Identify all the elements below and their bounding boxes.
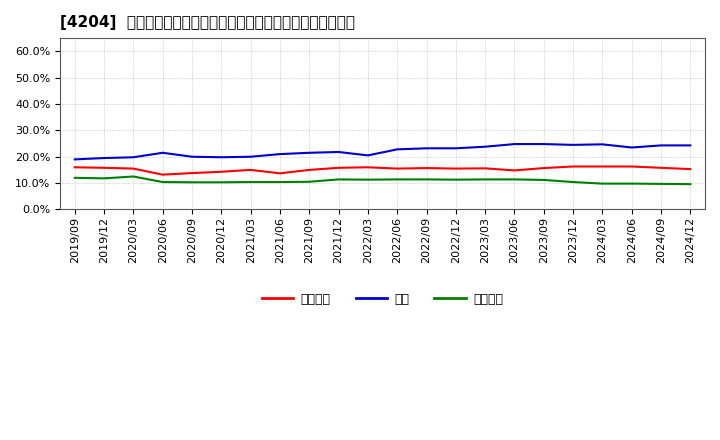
在庫 <box>422 146 431 151</box>
売上債権 <box>246 167 255 172</box>
在庫 <box>481 144 490 149</box>
買入債務 <box>246 180 255 185</box>
売上債権 <box>334 165 343 170</box>
売上債権 <box>657 165 665 170</box>
買入債務 <box>598 181 607 186</box>
在庫 <box>100 155 109 161</box>
買入債務 <box>481 177 490 182</box>
Line: 売上債権: 売上債権 <box>75 166 690 175</box>
在庫 <box>334 149 343 154</box>
在庫 <box>598 142 607 147</box>
在庫 <box>246 154 255 159</box>
買入債務 <box>334 177 343 182</box>
買入債務 <box>422 177 431 182</box>
買入債務 <box>657 181 665 187</box>
売上債権 <box>422 165 431 171</box>
買入債務 <box>627 181 636 186</box>
売上債権 <box>451 166 460 171</box>
売上債権 <box>364 165 372 170</box>
売上債権 <box>158 172 167 177</box>
売上債権 <box>393 166 402 171</box>
買入債務 <box>569 180 577 185</box>
在庫 <box>217 154 225 160</box>
売上債権 <box>71 165 79 170</box>
売上債権 <box>129 166 138 171</box>
売上債権 <box>217 169 225 174</box>
Line: 買入債務: 買入債務 <box>75 176 690 184</box>
売上債権 <box>569 164 577 169</box>
在庫 <box>686 143 695 148</box>
在庫 <box>129 154 138 160</box>
買入債務 <box>393 177 402 182</box>
在庫 <box>539 141 548 147</box>
買入債務 <box>539 177 548 183</box>
買入債務 <box>100 176 109 181</box>
在庫 <box>305 150 314 155</box>
買入債務 <box>451 177 460 182</box>
在庫 <box>627 145 636 150</box>
売上債権 <box>100 165 109 170</box>
在庫 <box>71 157 79 162</box>
買入債務 <box>217 180 225 185</box>
在庫 <box>510 141 519 147</box>
在庫 <box>158 150 167 155</box>
売上債権 <box>481 166 490 171</box>
Text: [4204]  売上債権、在庫、買入債務の総資産に対する比率の推移: [4204] 売上債権、在庫、買入債務の総資産に対する比率の推移 <box>60 15 355 30</box>
売上債権 <box>305 167 314 172</box>
買入債務 <box>129 174 138 179</box>
在庫 <box>451 146 460 151</box>
買入債務 <box>686 182 695 187</box>
在庫 <box>276 151 284 157</box>
売上債権 <box>276 171 284 176</box>
在庫 <box>569 142 577 147</box>
Legend: 売上債権, 在庫, 買入債務: 売上債権, 在庫, 買入債務 <box>257 288 508 311</box>
買入債務 <box>188 180 197 185</box>
買入債務 <box>510 177 519 182</box>
売上債権 <box>188 170 197 176</box>
Line: 在庫: 在庫 <box>75 144 690 159</box>
買入債務 <box>305 179 314 184</box>
売上債権 <box>686 166 695 172</box>
売上債権 <box>539 165 548 171</box>
買入債務 <box>158 180 167 185</box>
売上債権 <box>627 164 636 169</box>
在庫 <box>188 154 197 159</box>
買入債務 <box>71 175 79 180</box>
売上債権 <box>598 164 607 169</box>
買入債務 <box>276 180 284 185</box>
買入債務 <box>364 177 372 182</box>
在庫 <box>364 153 372 158</box>
売上債権 <box>510 168 519 173</box>
在庫 <box>393 147 402 152</box>
在庫 <box>657 143 665 148</box>
